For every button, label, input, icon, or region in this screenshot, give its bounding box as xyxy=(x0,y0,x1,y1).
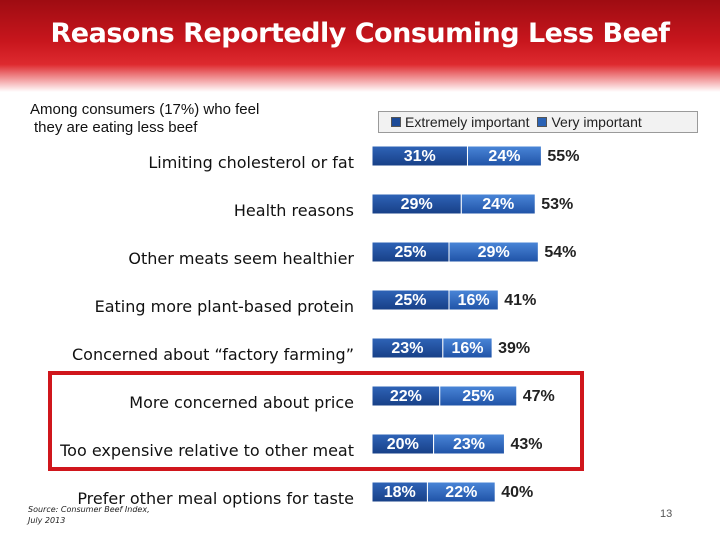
bar-total-label: 43% xyxy=(510,436,542,453)
bar-label-very-important: 24% xyxy=(488,148,520,165)
bar-label-extremely-important: 22% xyxy=(390,388,422,405)
bar-very-important xyxy=(448,241,539,263)
bar-total-label: 54% xyxy=(544,244,576,261)
legend-item-very-important: Very important xyxy=(537,114,642,130)
chart-legend: Extremely important Very important xyxy=(378,111,698,133)
category-label: Other meats seem healthier xyxy=(128,249,354,268)
legend-swatch-extremely-important xyxy=(391,117,401,127)
subtitle-line-2: they are eating less beef xyxy=(34,119,198,136)
source-line-2: July 2013 xyxy=(28,516,66,525)
bar-label-very-important: 22% xyxy=(445,484,477,501)
bar-label-extremely-important: 20% xyxy=(387,436,419,453)
subtitle-line-1: Among consumers (17%) who feel xyxy=(30,101,260,118)
bar-total-label: 53% xyxy=(541,196,573,213)
bar-very-important xyxy=(426,481,496,503)
bar-label-extremely-important: 18% xyxy=(384,484,416,501)
legend-swatch-very-important xyxy=(537,117,548,127)
bar-total-label: 40% xyxy=(501,484,533,501)
chart-subtitle: Among consumers (17%) who feel they are … xyxy=(30,101,330,137)
bar-very-important xyxy=(460,193,536,215)
bar-total-label: 55% xyxy=(547,148,579,165)
bar-total-label: 41% xyxy=(504,292,536,309)
bar-label-extremely-important: 31% xyxy=(404,148,436,165)
bar-label-extremely-important: 25% xyxy=(394,292,426,309)
bar-label-very-important: 29% xyxy=(478,244,510,261)
title-banner: Reasons Reportedly Consuming Less Beef xyxy=(0,0,720,92)
category-label: Prefer other meal options for taste xyxy=(77,489,354,508)
category-label: Too expensive relative to other meat xyxy=(60,441,354,460)
bar-label-very-important: 23% xyxy=(453,436,485,453)
bar-very-important xyxy=(433,433,505,455)
category-label: Concerned about “factory farming” xyxy=(71,345,354,364)
highlight-box xyxy=(48,371,584,471)
bar-very-important xyxy=(439,385,518,407)
page-number: 13 xyxy=(660,508,673,520)
legend-label-extremely-important: Extremely important xyxy=(405,114,530,130)
bar-very-important xyxy=(466,145,542,167)
slide-title: Reasons Reportedly Consuming Less Beef xyxy=(50,18,670,49)
bar-total-label: 39% xyxy=(498,340,530,357)
bar-label-very-important: 24% xyxy=(482,196,514,213)
bar-very-important xyxy=(448,289,499,311)
source-note: Source: Consumer Beef Index, July 2013 xyxy=(28,504,178,526)
category-label: More concerned about price xyxy=(129,393,354,412)
category-label: Limiting cholesterol or fat xyxy=(148,153,354,172)
bar-label-extremely-important: 25% xyxy=(394,244,426,261)
category-label: Eating more plant-based protein xyxy=(94,297,354,316)
category-label: Health reasons xyxy=(233,201,354,220)
legend-label-very-important: Very important xyxy=(551,114,642,130)
legend-item-extremely-important: Extremely important xyxy=(391,114,529,130)
bar-label-very-important: 25% xyxy=(462,388,494,405)
bar-total-label: 47% xyxy=(523,388,555,405)
bar-very-important xyxy=(442,337,493,359)
source-line-1: Source: Consumer Beef Index, xyxy=(28,505,150,514)
bar-label-very-important: 16% xyxy=(451,340,483,357)
bar-label-very-important: 16% xyxy=(458,292,490,309)
bar-label-extremely-important: 29% xyxy=(401,196,433,213)
bar-label-extremely-important: 23% xyxy=(391,340,423,357)
